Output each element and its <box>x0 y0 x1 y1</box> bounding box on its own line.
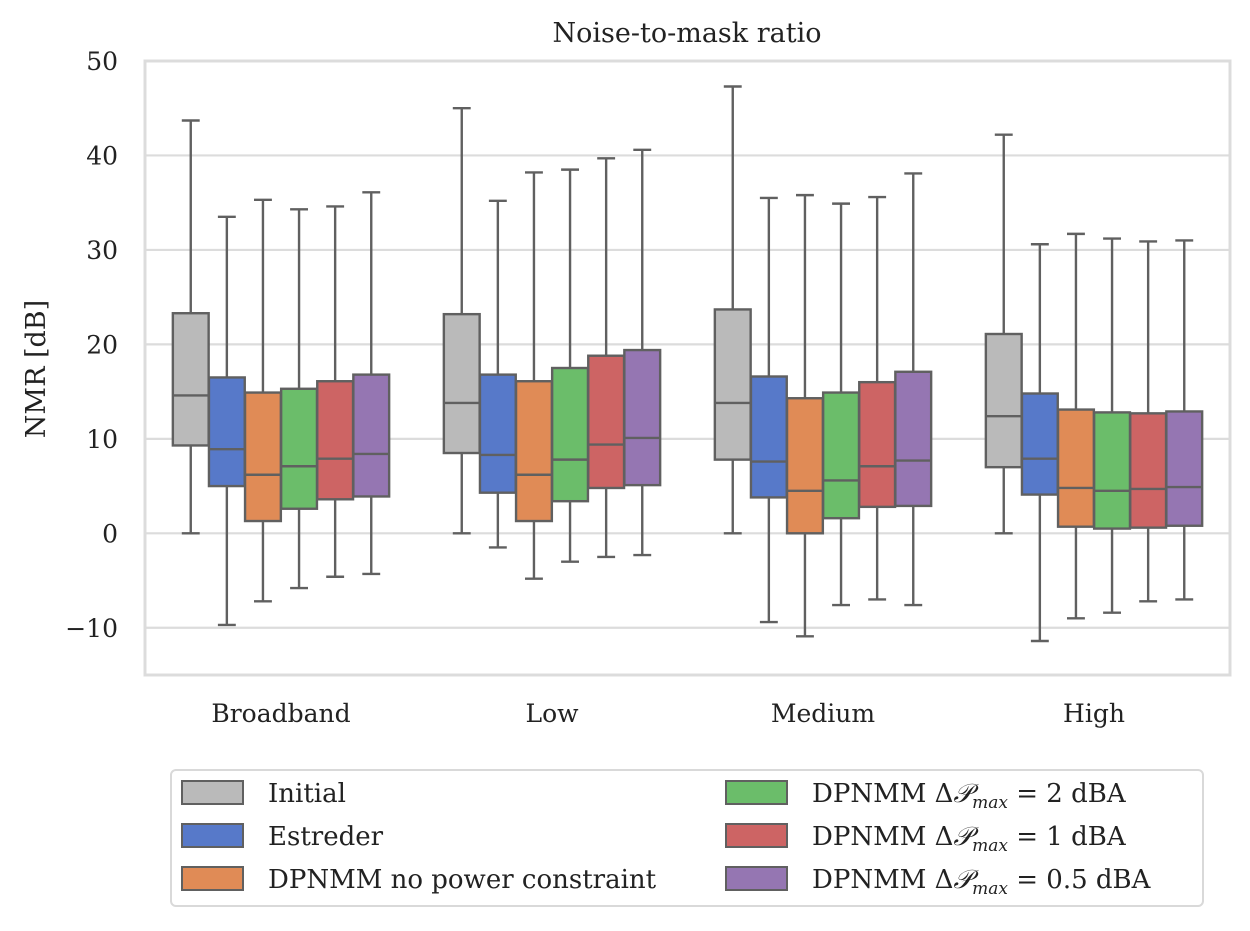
legend-swatch <box>181 866 244 891</box>
series-estreder <box>207 196 1059 643</box>
legend-label: DPNMM Δ𝒫max = 1 dBA <box>812 822 1127 856</box>
y-tick-label: 0 <box>102 519 118 548</box>
series-dpnmm-no-power-constraint <box>243 171 1096 638</box>
legend-frame <box>170 769 1204 907</box>
box-body <box>984 332 1023 469</box>
chart-title: Noise-to-mask ratio <box>553 18 822 49</box>
box-body <box>442 312 481 455</box>
box-mark <box>352 191 391 576</box>
box-mark <box>514 171 554 580</box>
legend-label: Initial <box>268 779 346 809</box>
legend-label: DPNMM Δ𝒫max = 2 dBA <box>812 779 1127 813</box>
box-body <box>785 397 825 535</box>
box-body <box>1129 412 1168 529</box>
legend-item: DPNMM Δ𝒫max = 1 dBA <box>725 822 1127 856</box>
box-mark <box>749 196 788 624</box>
x-category-labels: Broadband Low Medium High <box>211 699 1125 728</box>
y-tick-label: 50 <box>86 47 118 76</box>
box-body <box>478 373 517 494</box>
box-mark <box>623 148 662 557</box>
box-mark <box>316 205 355 578</box>
box-mark <box>243 198 283 603</box>
y-tick-label: 30 <box>86 236 118 265</box>
box-mark <box>1165 239 1204 601</box>
y-tick-label: 40 <box>86 141 118 170</box>
y-tick-label: 10 <box>86 425 118 454</box>
box-body <box>858 380 897 509</box>
box-body <box>243 391 283 523</box>
box-body <box>623 348 662 487</box>
box-mark <box>1020 243 1059 643</box>
series-dpnmm-1-dba <box>316 157 1168 603</box>
x-category-label: Broadband <box>211 699 350 728</box>
legend-swatch <box>725 780 788 805</box>
legend-item: DPNMM Δ𝒫max = 0.5 dBA <box>725 865 1152 899</box>
box-mark <box>858 195 897 601</box>
legend-swatch <box>725 823 788 848</box>
box-body <box>713 308 752 461</box>
box-body <box>514 380 554 523</box>
box-body <box>1056 408 1096 528</box>
y-tick-labels: −10 0 10 20 30 40 50 <box>65 47 118 643</box>
box-body <box>316 380 355 501</box>
box-series <box>171 85 1204 643</box>
box-body <box>1165 410 1204 527</box>
box-mark <box>1092 237 1132 614</box>
legend-swatch <box>725 866 788 891</box>
legend-item: DPNMM no power constraint <box>181 865 657 895</box>
box-mark <box>713 85 752 535</box>
series-dpnmm-0-5-dba <box>352 148 1204 607</box>
box-mark <box>785 193 825 638</box>
box-mark <box>984 133 1023 535</box>
box-mark <box>587 157 626 559</box>
box-body <box>279 387 319 510</box>
box-body <box>550 366 590 503</box>
legend-label: Estreder <box>268 822 384 852</box>
box-mark <box>1129 240 1168 603</box>
box-body <box>894 370 933 508</box>
box-mark <box>1056 232 1096 620</box>
legend-item: Estreder <box>181 822 384 852</box>
series-dpnmm-2-dba <box>279 168 1132 614</box>
legend-item: DPNMM Δ𝒫max = 2 dBA <box>725 779 1127 813</box>
y-tick-label: 20 <box>86 330 118 359</box>
legend-label: DPNMM no power constraint <box>268 865 657 895</box>
series-initial <box>171 85 1023 535</box>
x-category-label: Medium <box>771 699 875 728</box>
legend-swatch <box>181 823 244 848</box>
plot-frame <box>143 59 1232 677</box>
box-body <box>1020 392 1059 496</box>
y-tick-label: −10 <box>65 614 118 643</box>
box-body <box>171 312 210 447</box>
x-category-label: Low <box>525 699 579 728</box>
grid-lines <box>145 59 1230 629</box>
x-category-label: High <box>1063 699 1125 728</box>
box-mark <box>207 215 246 627</box>
y-axis-label: NMR [dB] <box>21 300 52 438</box>
box-body <box>207 376 246 488</box>
box-body <box>821 391 861 520</box>
box-mark <box>894 172 933 607</box>
box-mark <box>171 119 210 535</box>
legend: Initial Estreder DPNMM no power constraint… <box>170 769 1204 907</box>
box-mark <box>279 208 319 590</box>
box-body <box>352 373 391 498</box>
legend-swatch <box>181 780 244 805</box>
box-body <box>1092 411 1132 530</box>
box-mark <box>821 202 861 607</box>
legend-item: Initial <box>181 779 346 809</box>
box-mark <box>550 168 590 563</box>
box-mark <box>442 107 481 535</box>
box-body <box>749 375 788 499</box>
legend-label: DPNMM Δ𝒫max = 0.5 dBA <box>812 865 1152 899</box>
box-mark <box>478 199 517 549</box>
box-body <box>587 354 626 490</box>
